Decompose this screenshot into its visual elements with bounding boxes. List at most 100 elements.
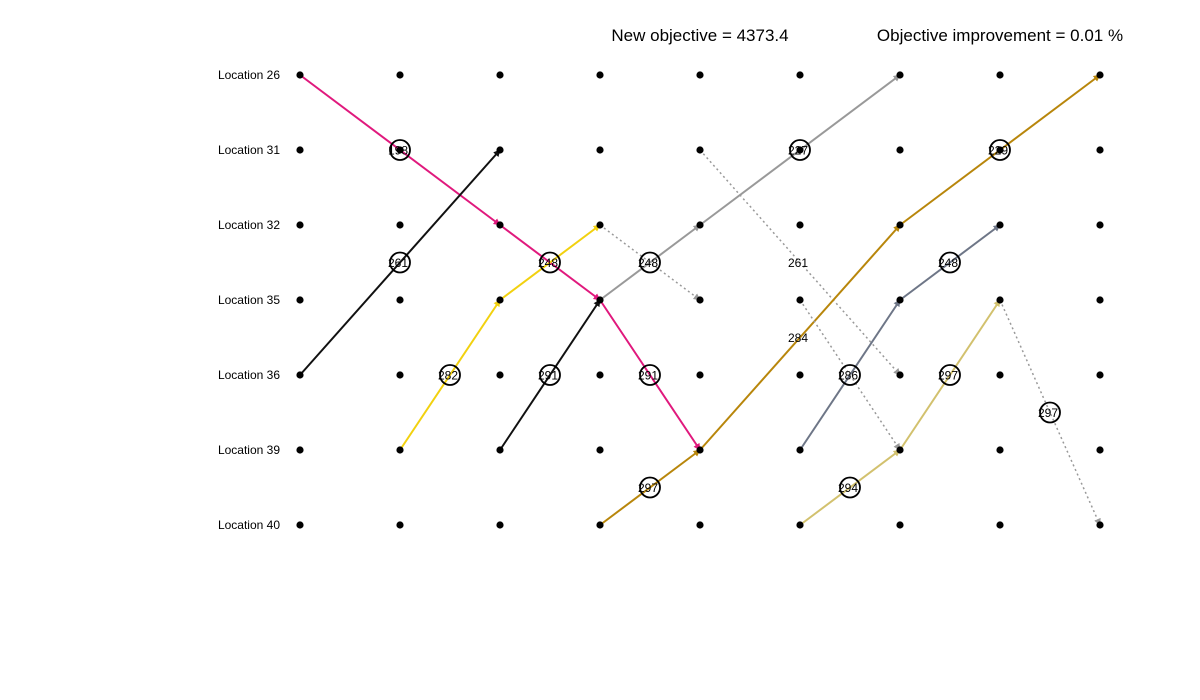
route-label: 291	[638, 369, 658, 383]
row-label: Location 26	[218, 68, 280, 82]
location-node	[496, 446, 504, 454]
location-node	[596, 371, 604, 379]
route-label-circle	[989, 139, 1011, 161]
location-node	[496, 71, 504, 79]
location-node	[496, 146, 504, 154]
location-node	[296, 446, 304, 454]
route-label-circle	[389, 251, 411, 274]
location-node	[796, 71, 804, 79]
route-label: 248	[938, 256, 958, 270]
route-labels-layer: 198 227 229 261 248 248 261 248 284 282 291 291 286 2…	[388, 139, 1061, 499]
location-node	[696, 371, 704, 379]
objective-improvement-text: Objective improvement = 0.01 %	[877, 26, 1123, 45]
new-objective-text: New objective = 4373.4	[611, 26, 788, 45]
route-label-circle	[439, 364, 461, 386]
location-node	[396, 296, 404, 304]
location-node	[296, 146, 304, 154]
route-label-circle	[639, 251, 661, 274]
route-label-circle	[639, 476, 661, 499]
location-node	[1096, 71, 1104, 79]
route-arrow	[899, 224, 1001, 301]
route-label: 248	[638, 256, 658, 270]
location-node	[396, 71, 404, 79]
location-node	[396, 371, 404, 379]
location-node	[796, 446, 804, 454]
route-arrow	[599, 449, 701, 526]
route-arrow	[999, 299, 1101, 526]
location-node	[596, 521, 604, 529]
route-label: 297	[938, 369, 958, 383]
location-node	[396, 221, 404, 229]
location-node	[996, 446, 1004, 454]
location-node	[296, 296, 304, 304]
nodes-layer	[296, 71, 1104, 529]
location-node	[596, 71, 604, 79]
row-label: Location 40	[218, 518, 280, 532]
route-label-circle	[639, 364, 661, 386]
route-label: 229	[988, 144, 1008, 158]
location-node	[996, 521, 1004, 529]
location-node	[796, 221, 804, 229]
location-node	[396, 446, 404, 454]
route-arrow	[599, 224, 701, 301]
location-node	[696, 521, 704, 529]
route-arrow	[599, 224, 701, 301]
route-arrow	[299, 149, 501, 376]
location-node	[1096, 371, 1104, 379]
location-node	[596, 146, 604, 154]
route-label: 294	[838, 481, 858, 495]
location-node	[296, 521, 304, 529]
location-node	[896, 446, 904, 454]
row-label: Location 39	[218, 443, 280, 457]
location-node	[896, 221, 904, 229]
location-node	[796, 146, 804, 154]
location-node	[796, 296, 804, 304]
location-node	[696, 296, 704, 304]
location-node	[896, 146, 904, 154]
route-arrow	[699, 149, 901, 376]
location-node	[296, 371, 304, 379]
route-label-circle	[1039, 401, 1061, 424]
route-label-circle	[939, 251, 961, 274]
row-label: Location 35	[218, 293, 280, 307]
location-node	[596, 446, 604, 454]
route-label-circle	[789, 139, 811, 161]
location-node	[896, 71, 904, 79]
route-label: 227	[788, 144, 808, 158]
route-label-circle	[839, 476, 861, 499]
location-node	[296, 221, 304, 229]
route-label: 284	[788, 331, 808, 345]
location-node	[496, 521, 504, 529]
route-label-circle	[389, 139, 411, 161]
route-arrow	[599, 299, 701, 451]
location-node	[896, 371, 904, 379]
location-node	[296, 71, 304, 79]
location-node	[996, 296, 1004, 304]
location-node	[896, 296, 904, 304]
location-node	[496, 371, 504, 379]
route-label-circle	[539, 251, 561, 274]
row-label: Location 32	[218, 218, 280, 232]
route-label: 261	[388, 256, 408, 270]
route-label: 291	[538, 369, 558, 383]
route-arrow	[699, 224, 901, 451]
location-node	[1096, 146, 1104, 154]
location-node	[396, 146, 404, 154]
location-node	[1096, 521, 1104, 529]
location-node	[696, 71, 704, 79]
location-node	[596, 221, 604, 229]
row-labels: Location 26 Location 31 Location 32 Locatio…	[218, 68, 280, 532]
row-label: Location 36	[218, 368, 280, 382]
location-node	[1096, 446, 1104, 454]
route-arrow	[499, 299, 601, 451]
location-node	[496, 221, 504, 229]
location-node	[1096, 296, 1104, 304]
row-label: Location 31	[218, 143, 280, 157]
route-label: 261	[788, 256, 808, 270]
route-label-circle	[939, 364, 961, 386]
location-node	[396, 521, 404, 529]
route-arrow	[799, 299, 901, 451]
location-node	[896, 521, 904, 529]
route-label: 286	[838, 369, 858, 383]
